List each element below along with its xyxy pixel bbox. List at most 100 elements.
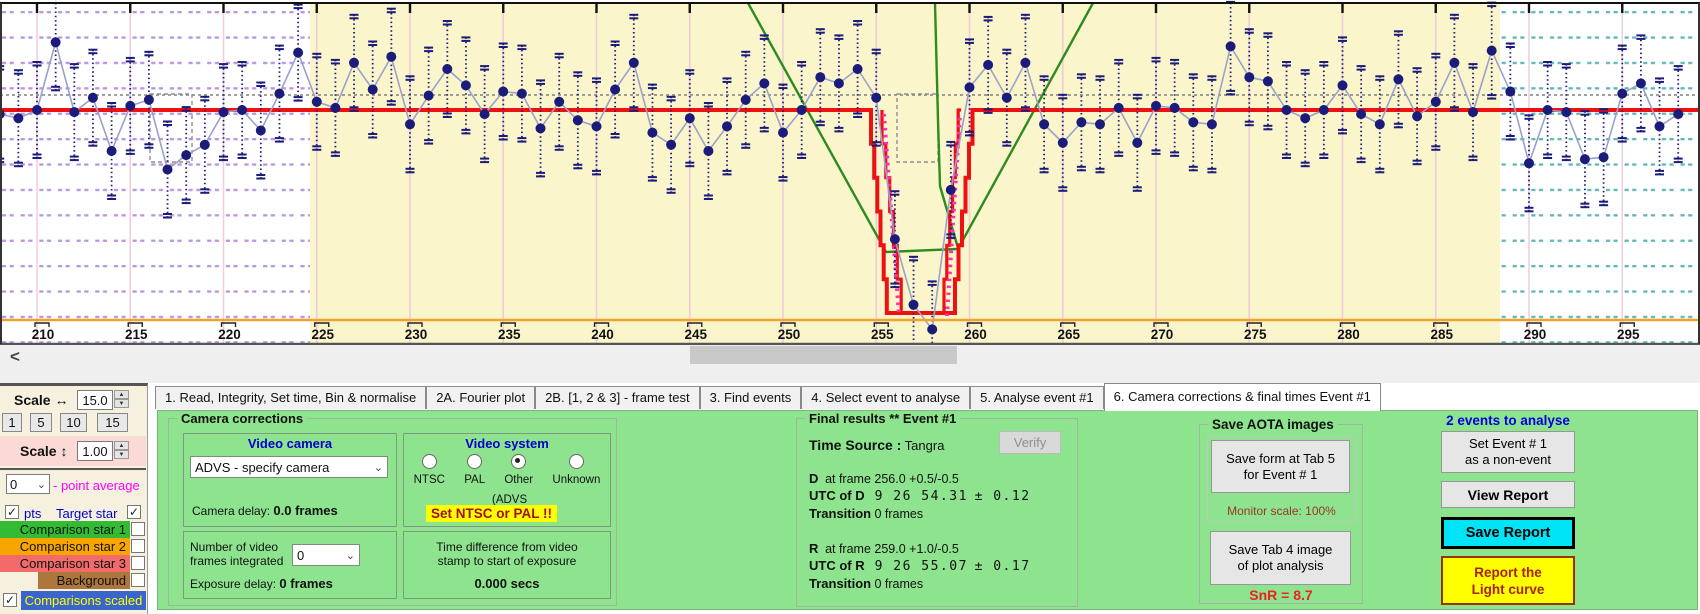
- spin-up-icon[interactable]: ▲: [114, 390, 129, 399]
- frames-integrated-value: 0: [297, 547, 305, 563]
- comparison-1-checkbox[interactable]: [131, 522, 145, 536]
- point-average-select[interactable]: 0 ⌄: [6, 474, 50, 494]
- chevron-down-icon: ⌄: [36, 478, 46, 491]
- radio-ntsc[interactable]: NTSC: [414, 454, 445, 486]
- save-form-tab5-button[interactable]: Save form at Tab 5 for Event # 1: [1211, 440, 1350, 493]
- legend-comparison-3: Comparison star 3: [0, 555, 146, 572]
- scroll-left-button[interactable]: <: [10, 347, 20, 366]
- tab-7[interactable]: 6. Camera corrections & final times Even…: [1103, 383, 1381, 411]
- svg-text:225: 225: [311, 327, 334, 342]
- frames-integrated-label: Number of video frames integrated: [190, 540, 284, 568]
- set-nonevent-button[interactable]: Set Event # 1 as a non-event: [1441, 431, 1575, 473]
- save-form-wrap: Save form at Tab 5 for Event # 1 Monitor …: [1207, 436, 1356, 522]
- comparison-2-swatch: Comparison star 2: [0, 538, 130, 555]
- svg-text:230: 230: [405, 327, 428, 342]
- video-camera-heading: Video camera: [247, 436, 333, 451]
- camera-delay-row: Camera delay: 0.0 frames: [192, 503, 338, 518]
- video-camera-select[interactable]: ADVS - specify camera ⌄: [190, 456, 388, 478]
- monitor-scale-label: Monitor scale: 100%: [1227, 504, 1336, 518]
- camera-delay-label: Camera delay:: [192, 504, 271, 518]
- preset-1-button[interactable]: 1: [2, 413, 22, 432]
- pts-label: pts: [24, 506, 42, 521]
- scale-horizontal-spinner[interactable]: 15.0 ▲ ▼: [77, 390, 129, 410]
- radio-other-sublabel: (ADVS: [492, 494, 528, 506]
- scale-horizontal-value[interactable]: 15.0: [77, 390, 113, 410]
- tab-4[interactable]: 3. Find events: [699, 386, 802, 409]
- svg-text:275: 275: [1244, 327, 1267, 342]
- pts-checkbox[interactable]: ✓: [5, 505, 19, 519]
- frames-integrated-select[interactable]: 0 ⌄: [292, 544, 360, 566]
- d-frame-row: D at frame 256.0 +0.5/-0.5: [809, 471, 959, 486]
- save-tab4-button[interactable]: Save Tab 4 image of plot analysis: [1210, 531, 1351, 585]
- utc-d-error: ± 0.12: [974, 489, 1031, 504]
- spin-up-icon[interactable]: ▲: [114, 441, 129, 450]
- light-curve-plot[interactable]: 210 215 220 225 230 235 240 245 250 255 260 265 270 2…: [0, 0, 1700, 379]
- view-report-button[interactable]: View Report: [1441, 481, 1575, 508]
- svg-text:280: 280: [1337, 327, 1360, 342]
- tab-6[interactable]: 5. Analyse event #1: [970, 386, 1104, 409]
- svg-text:270: 270: [1151, 327, 1174, 342]
- final-results-label: Final results ** Event #1: [805, 411, 961, 426]
- chevron-down-icon: ⌄: [373, 461, 383, 474]
- tab-3[interactable]: 2B. [1, 2 & 3] - frame test: [535, 386, 700, 409]
- background-checkbox[interactable]: [131, 573, 145, 587]
- background-swatch: Background: [38, 572, 130, 589]
- verify-button[interactable]: Verify: [999, 431, 1061, 454]
- utc-r-row: UTC of R 9 26 55.07 ± 0.17: [809, 558, 1031, 574]
- tab-5[interactable]: 4. Select event to analyse: [801, 386, 971, 409]
- svg-text:220: 220: [218, 327, 241, 342]
- scale-horizontal-label: Scale ↔: [14, 392, 69, 408]
- spin-down-icon[interactable]: ▼: [114, 450, 129, 459]
- time-difference-value: 0.000 secs: [474, 576, 540, 591]
- radio-pal[interactable]: PAL: [464, 454, 485, 486]
- time-source-label: Time Source :: [809, 437, 902, 453]
- utc-d-row: UTC of D 9 26 54.31 ± 0.12: [809, 488, 1031, 504]
- save-report-button[interactable]: Save Report: [1441, 517, 1575, 549]
- target-star-checkbox[interactable]: ✓: [127, 505, 141, 519]
- preset-10-button[interactable]: 10: [60, 413, 87, 432]
- events-to-analyse-heading: 2 events to analyse: [1446, 413, 1570, 428]
- r-frame-row: R at frame 259.0 +1.0/-0.5: [809, 541, 959, 556]
- time-source-value: Tangra: [904, 438, 945, 453]
- camera-corrections-group: Camera corrections Video camera ADVS - s…: [168, 411, 617, 606]
- report-light-curve-button[interactable]: Report the Light curve: [1441, 556, 1575, 605]
- preset-15-button[interactable]: 15: [97, 413, 128, 432]
- utc-d-value: 9 26 54.31: [874, 489, 968, 504]
- spin-down-icon[interactable]: ▼: [114, 399, 129, 408]
- exposure-delay-label: Exposure delay:: [190, 577, 277, 591]
- comparison-3-checkbox[interactable]: [131, 556, 145, 570]
- comparisons-scaled-checkbox[interactable]: ✓: [3, 593, 17, 607]
- utc-r-error: ± 0.17: [974, 559, 1031, 574]
- svg-text:295: 295: [1617, 327, 1640, 342]
- svg-text:260: 260: [964, 327, 987, 342]
- video-camera-box: Video camera ADVS - specify camera ⌄ Cam…: [183, 433, 397, 527]
- radio-unknown[interactable]: Unknown: [552, 454, 600, 486]
- legend-comparisons-scaled: ✓ Comparisons scaled: [0, 591, 146, 610]
- svg-text:235: 235: [498, 327, 521, 342]
- tab-2[interactable]: 2A. Fourier plot: [426, 386, 536, 409]
- set-ntsc-pal-warning: Set NTSC or PAL !!: [426, 505, 558, 522]
- scale-vertical-value[interactable]: 1.00: [77, 441, 113, 461]
- comparisons-scaled-label: Comparisons scaled: [21, 591, 146, 610]
- exposure-delay-value: 0 frames: [279, 576, 333, 591]
- comparison-1-swatch: Comparison star 1: [0, 521, 130, 538]
- d-transition-row: Transition 0 frames: [809, 506, 924, 521]
- video-camera-value: ADVS - specify camera: [195, 459, 330, 475]
- comparison-3-swatch: Comparison star 3: [0, 555, 130, 572]
- save-aota-group: Save AOTA images Save form at Tab 5 for E…: [1199, 417, 1363, 604]
- preset-5-button[interactable]: 5: [30, 413, 52, 432]
- point-average-label: - point average: [53, 478, 140, 493]
- point-average-value: 0: [10, 476, 18, 492]
- tab-1[interactable]: 1. Read, Integrity, Set time, Bin & norm…: [155, 386, 427, 409]
- plot-scrollbar[interactable]: <: [0, 345, 1700, 383]
- svg-text:290: 290: [1524, 327, 1547, 342]
- legend-comparison-2: Comparison star 2: [0, 538, 146, 555]
- comparison-2-checkbox[interactable]: [131, 539, 145, 553]
- radio-other[interactable]: Other: [504, 454, 533, 486]
- scale-vertical-spinner[interactable]: 1.00 ▲ ▼: [77, 441, 129, 461]
- target-star-label: Target star: [56, 506, 118, 521]
- scrollbar-thumb[interactable]: [690, 346, 957, 364]
- svg-text:250: 250: [778, 327, 801, 342]
- time-source-row: Time Source : Tangra: [809, 437, 944, 453]
- scale-vertical-band: Scale ↕ 1.00 ▲ ▼: [0, 436, 146, 466]
